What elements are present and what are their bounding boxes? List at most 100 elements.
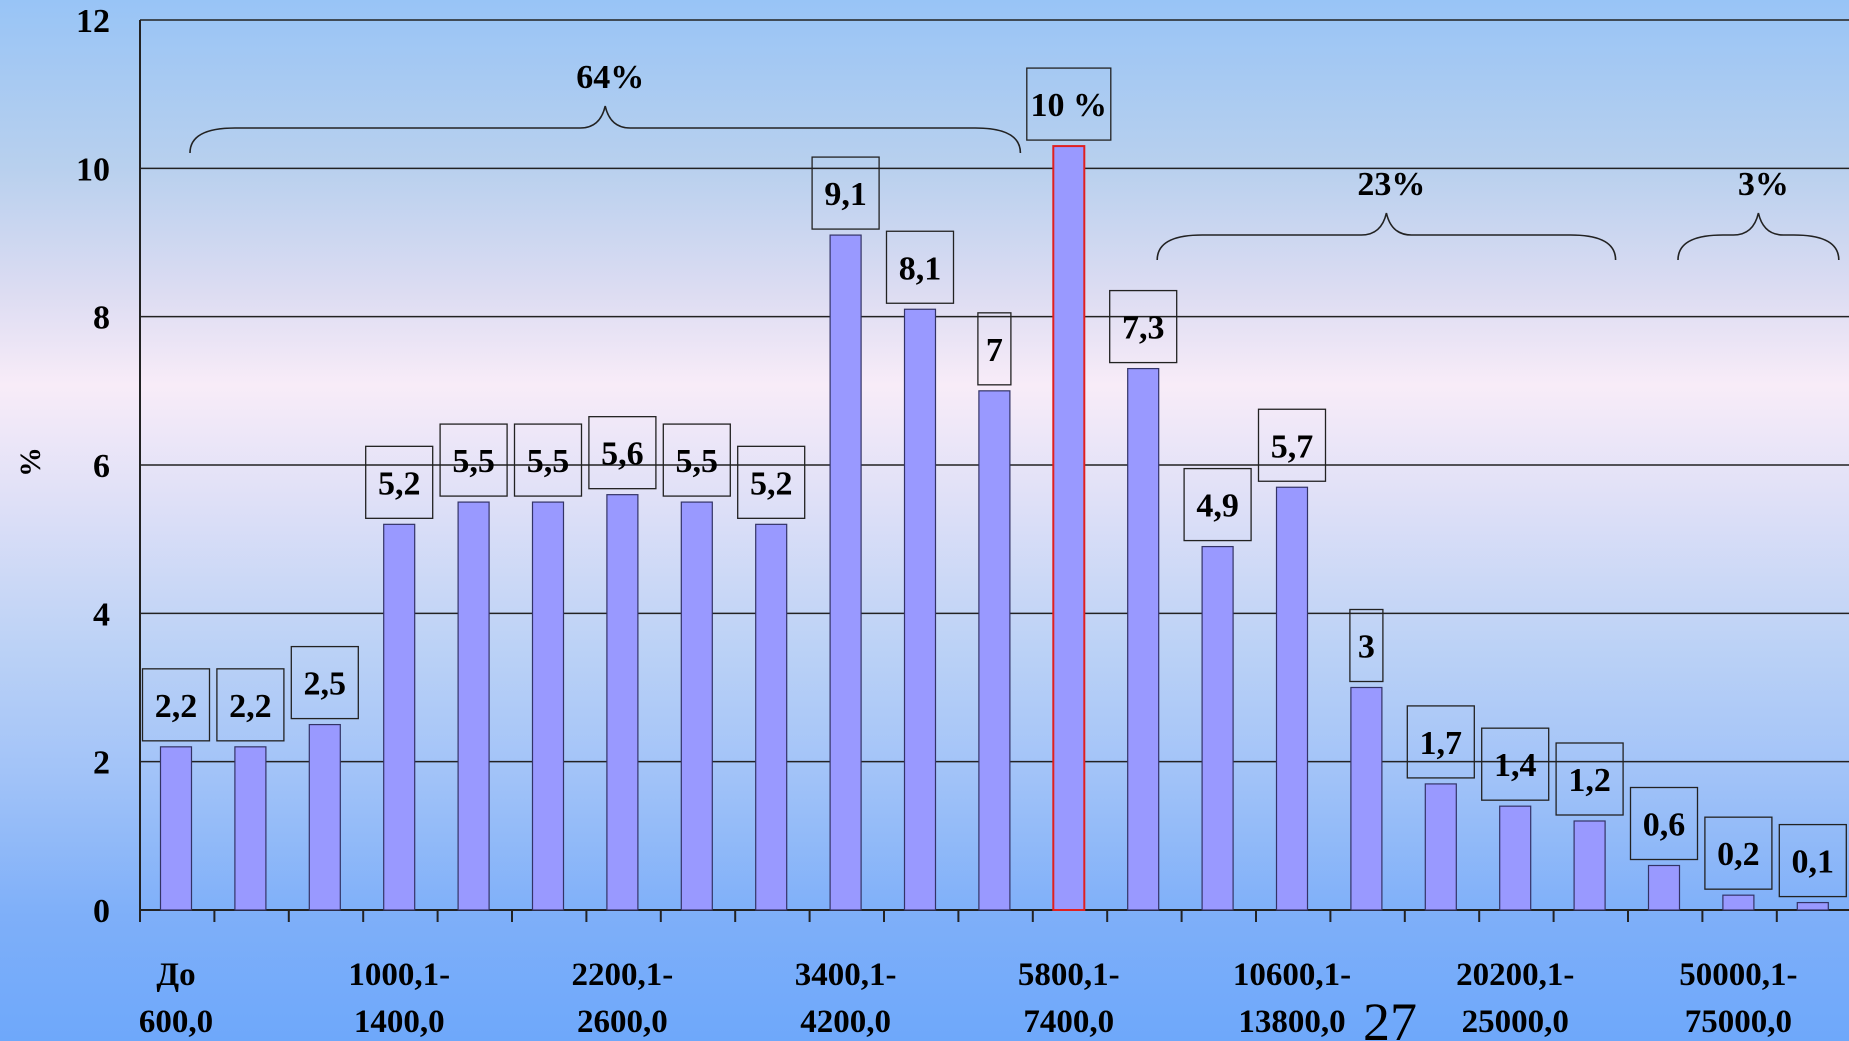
- x-category-label: 7400,0: [1023, 1004, 1114, 1040]
- value-label-box: [885, 230, 955, 304]
- value-label: 8,1: [899, 250, 942, 287]
- group-brace: [1677, 212, 1840, 261]
- slide-number: 27: [1363, 992, 1417, 1041]
- value-label: 5,2: [378, 465, 421, 502]
- bar: [680, 501, 713, 911]
- x-category-label: 1000,1-: [348, 957, 450, 993]
- value-label: 0,2: [1717, 836, 1760, 873]
- bars: [159, 145, 1829, 912]
- value-label-box: [141, 668, 211, 742]
- bar: [1499, 805, 1532, 911]
- y-tick-label: 6: [93, 448, 110, 485]
- bar: [383, 523, 416, 911]
- value-label-box: [737, 445, 806, 519]
- bar: [308, 723, 341, 911]
- x-category-label: 5800,1-: [1018, 957, 1120, 993]
- group-brace: [189, 105, 1022, 154]
- group-label: 23%: [1357, 166, 1425, 203]
- bar: [457, 501, 490, 911]
- value-label-box: [290, 645, 359, 720]
- x-category-label: 10600,1-: [1233, 957, 1351, 993]
- bar: [755, 523, 788, 911]
- bar: [1647, 864, 1681, 911]
- value-label-box: [513, 423, 583, 497]
- y-axis: 0 2 4 6 8 10 12: [76, 3, 141, 930]
- value-label-box: [1026, 67, 1112, 141]
- x-category-label: 20200,1-: [1456, 957, 1574, 993]
- bar: [1350, 686, 1383, 911]
- value-label: 5,5: [452, 443, 495, 480]
- bar: [829, 234, 862, 911]
- value-label: 5,5: [527, 443, 570, 480]
- value-label: 5,7: [1271, 428, 1314, 465]
- y-tick-label: 8: [93, 300, 110, 337]
- value-label: 2,5: [304, 666, 347, 703]
- value-label-box: [365, 445, 434, 519]
- value-label-box: [216, 668, 285, 742]
- category-labels: До 600,0 1000,1- 1400,0 2200,1- 2600,0 3400,1-…: [139, 957, 1798, 1040]
- bar: [1052, 145, 1086, 912]
- group-label: 3%: [1738, 166, 1789, 203]
- value-label: 9,1: [824, 176, 867, 213]
- value-label: 10 %: [1031, 87, 1108, 124]
- value-label-box: [1109, 289, 1178, 364]
- value-label: 5,5: [676, 443, 719, 480]
- x-axis: [139, 909, 1849, 922]
- y-tick-label: 10: [76, 151, 110, 188]
- x-category-label: 50000,1-: [1679, 957, 1797, 993]
- value-label: 1,7: [1420, 725, 1463, 762]
- bar: [234, 746, 267, 911]
- x-category-label: 13800,0: [1238, 1004, 1345, 1040]
- value-label: 0,6: [1643, 807, 1686, 844]
- group-brace: [1156, 212, 1617, 261]
- value-label-box: [1704, 816, 1773, 890]
- value-label: 2,2: [229, 688, 272, 725]
- y-tick-label: 0: [93, 893, 110, 930]
- value-label-box: [977, 312, 1012, 386]
- x-category-label: 600,0: [139, 1004, 213, 1040]
- value-label-box: [1555, 742, 1624, 816]
- value-labels: 2,2 2,2 2,5 5,2 5,5 5,5 5,6 5,5 5,2 9,1 8,1 7 10 % 7,…: [141, 67, 1847, 898]
- bar: [1275, 486, 1309, 911]
- x-category-label: 1400,0: [354, 1004, 445, 1040]
- value-label-box: [662, 423, 731, 497]
- x-category-label: 4200,0: [800, 1004, 891, 1040]
- value-label: 4,9: [1196, 488, 1239, 525]
- value-label: 1,2: [1568, 762, 1611, 799]
- x-category-label: 2200,1-: [572, 957, 674, 993]
- bar: [1722, 894, 1755, 911]
- value-label-box: [811, 156, 880, 230]
- value-label-box: [588, 416, 657, 490]
- value-label: 5,2: [750, 465, 793, 502]
- value-label-box: [1257, 408, 1327, 482]
- bar: [903, 308, 937, 911]
- bar: [606, 494, 639, 911]
- bar: [978, 390, 1011, 911]
- y-tick-label: 2: [93, 745, 110, 782]
- y-tick-label: 4: [93, 596, 110, 633]
- value-label-box: [1778, 823, 1847, 898]
- value-label: 7: [986, 332, 1003, 369]
- bar: [1573, 820, 1606, 911]
- value-label: 2,2: [155, 688, 198, 725]
- value-label-box: [1183, 467, 1252, 542]
- y-axis-title: %: [14, 447, 47, 477]
- bar: [1201, 545, 1234, 911]
- value-label: 3: [1358, 629, 1375, 666]
- value-label-box: [439, 423, 508, 497]
- value-label-box: [1481, 727, 1550, 801]
- y-tick-label: 12: [76, 3, 110, 40]
- bar: [531, 501, 565, 911]
- x-category-label: 25000,0: [1462, 1004, 1569, 1040]
- value-label: 1,4: [1494, 747, 1537, 784]
- x-category-label: 2600,0: [577, 1004, 668, 1040]
- value-label: 0,1: [1792, 844, 1835, 881]
- bar: [1424, 783, 1457, 911]
- bar: [1127, 367, 1160, 911]
- value-label-box: [1406, 705, 1475, 779]
- x-category-label: 75000,0: [1685, 1004, 1792, 1040]
- value-label-box: [1629, 786, 1699, 861]
- value-label: 7,3: [1122, 310, 1165, 347]
- group-label: 64%: [576, 59, 644, 96]
